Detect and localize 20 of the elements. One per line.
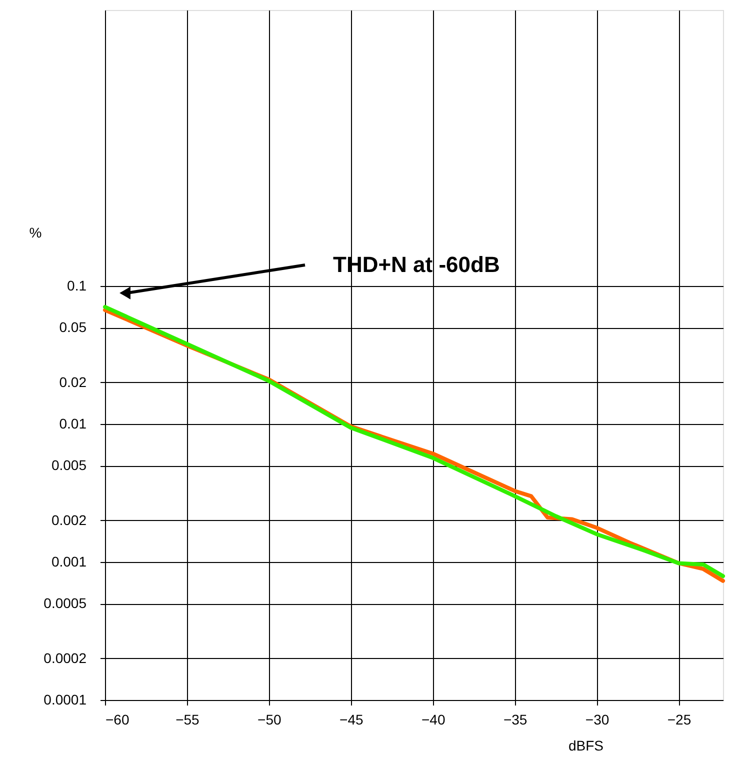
y-tick-label: 0.02: [59, 374, 87, 390]
x-tick-label: −60: [106, 712, 130, 728]
x-tick-label: −25: [667, 712, 692, 728]
y-tick-label: 0.005: [51, 457, 87, 474]
x-tick-label: −30: [585, 712, 610, 728]
y-axis-title: %: [29, 224, 42, 240]
y-tick-label: 0.001: [51, 554, 87, 570]
x-tick-label: −50: [258, 712, 282, 728]
x-tick-label: −45: [340, 712, 364, 728]
x-tick-label: −35: [503, 712, 528, 728]
y-tick-label: 0.05: [59, 319, 87, 336]
y-tick-label: 0.002: [51, 512, 87, 528]
x-tick-label: −55: [176, 712, 200, 728]
x-tick-label: −40: [421, 712, 446, 728]
y-tick-label: 0.1: [67, 278, 87, 294]
y-tick-label: 0.01: [59, 416, 87, 432]
y-tick-label: 0.0005: [44, 595, 87, 612]
y-tick-label: 0.0002: [44, 650, 87, 666]
y-tick-label: 0.0001: [44, 692, 87, 708]
x-axis-title: dBFS: [568, 738, 604, 754]
